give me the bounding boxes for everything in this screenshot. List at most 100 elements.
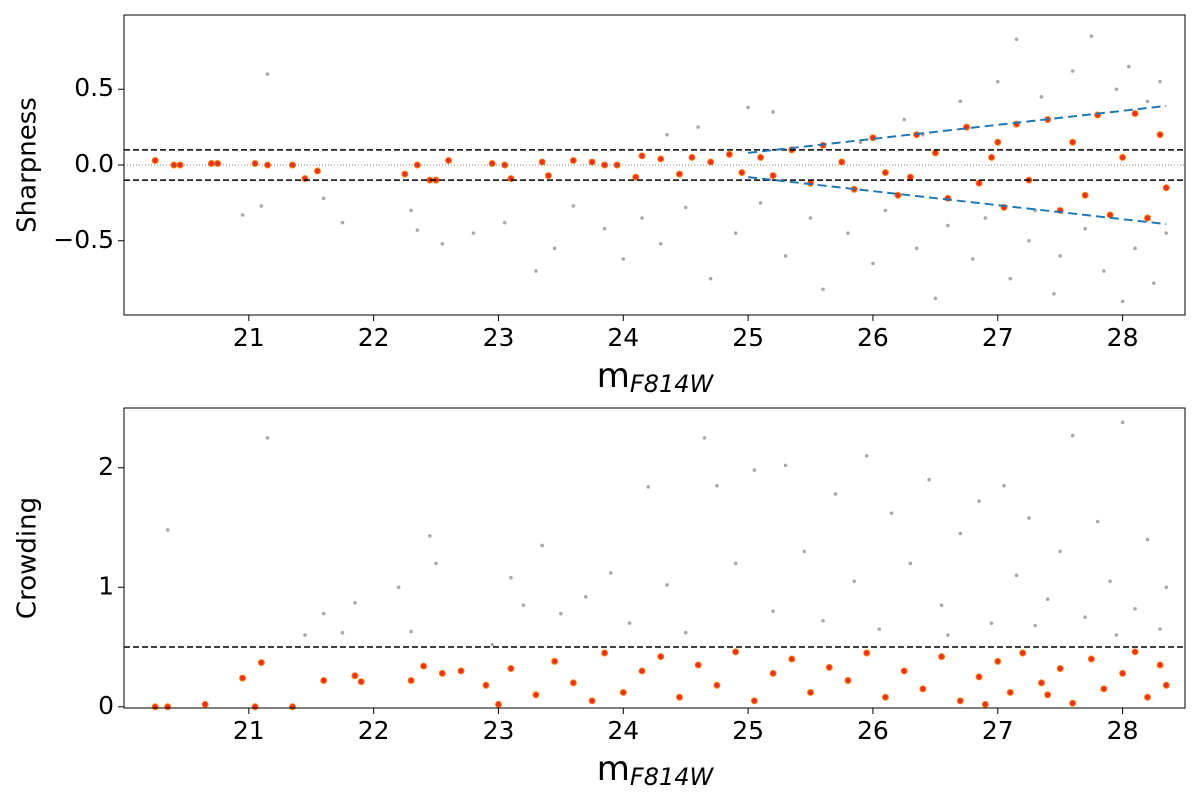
point	[1131, 648, 1139, 656]
point	[1027, 238, 1031, 243]
point	[675, 170, 683, 178]
point	[170, 161, 178, 169]
point	[440, 241, 445, 246]
point	[413, 161, 421, 169]
point	[1133, 606, 1137, 611]
point	[164, 703, 172, 711]
point	[738, 169, 746, 177]
point	[894, 191, 902, 199]
y-tick-label: −0.5	[53, 225, 114, 254]
point	[259, 204, 264, 208]
point	[696, 125, 700, 129]
point	[1144, 214, 1152, 222]
point	[321, 611, 326, 616]
point	[415, 228, 420, 232]
point	[746, 105, 750, 110]
x-tick-label: 26	[857, 323, 889, 352]
point	[176, 161, 184, 169]
point	[1019, 649, 1027, 657]
point	[632, 173, 640, 181]
x-tick-label: 25	[732, 716, 764, 745]
point	[1087, 655, 1095, 663]
point	[758, 201, 763, 205]
point	[657, 653, 665, 661]
point	[151, 703, 159, 711]
point	[538, 158, 546, 166]
point	[864, 454, 869, 458]
point	[471, 231, 476, 235]
point	[871, 261, 875, 266]
point	[665, 583, 669, 587]
point	[783, 254, 788, 258]
point	[821, 618, 825, 623]
x-tick-label: 22	[358, 323, 390, 352]
point	[683, 630, 688, 635]
x-axis-label-sub: F814W	[630, 763, 715, 791]
point	[683, 205, 688, 210]
point	[1058, 254, 1062, 258]
point	[351, 672, 359, 680]
point	[1145, 537, 1150, 542]
point	[1162, 681, 1170, 689]
point	[482, 681, 490, 689]
point	[1044, 691, 1052, 699]
point	[1100, 685, 1108, 693]
point	[889, 511, 894, 515]
point	[657, 155, 665, 163]
point	[251, 159, 259, 167]
point	[201, 700, 209, 708]
point	[407, 677, 415, 685]
point	[1027, 516, 1031, 520]
point	[534, 269, 538, 273]
point	[264, 161, 272, 169]
x-tick-label: 23	[483, 716, 515, 745]
y-axis-label: Crowding	[13, 497, 43, 619]
point	[619, 688, 627, 696]
point	[956, 697, 964, 705]
point	[207, 159, 215, 167]
point	[353, 601, 357, 605]
point	[1133, 246, 1137, 251]
point	[958, 99, 963, 104]
x-axis-label-sub: F814W	[630, 370, 715, 398]
point	[1089, 34, 1094, 39]
point	[613, 161, 621, 169]
point	[914, 246, 919, 251]
point	[769, 669, 777, 677]
point	[808, 216, 813, 220]
x-axis-label-main: m	[597, 749, 630, 789]
x-axis-label: mF814W	[597, 356, 715, 399]
point	[1039, 95, 1044, 99]
point	[1070, 433, 1075, 438]
x-tick-label: 22	[358, 716, 390, 745]
point	[877, 627, 881, 631]
point	[646, 485, 651, 489]
point	[995, 79, 1000, 84]
point	[490, 642, 495, 647]
point	[434, 561, 438, 566]
x-tick-label: 21	[233, 323, 265, 352]
point	[713, 681, 721, 689]
point	[409, 208, 413, 213]
point	[1156, 661, 1164, 669]
point	[906, 173, 914, 181]
point	[838, 158, 846, 166]
point	[707, 158, 715, 166]
point	[844, 677, 852, 685]
point	[1002, 483, 1006, 488]
point	[257, 659, 265, 667]
y-tick-label: 0.0	[74, 149, 114, 178]
plot-frame	[123, 14, 1186, 316]
point	[802, 549, 807, 554]
point	[902, 117, 906, 122]
point	[1151, 281, 1156, 285]
point	[251, 703, 259, 711]
x-tick-label: 26	[857, 716, 889, 745]
point	[939, 603, 944, 608]
point	[638, 152, 646, 160]
point	[665, 132, 669, 137]
point	[409, 629, 413, 634]
point	[401, 170, 409, 178]
point	[757, 153, 765, 161]
point	[609, 571, 613, 575]
